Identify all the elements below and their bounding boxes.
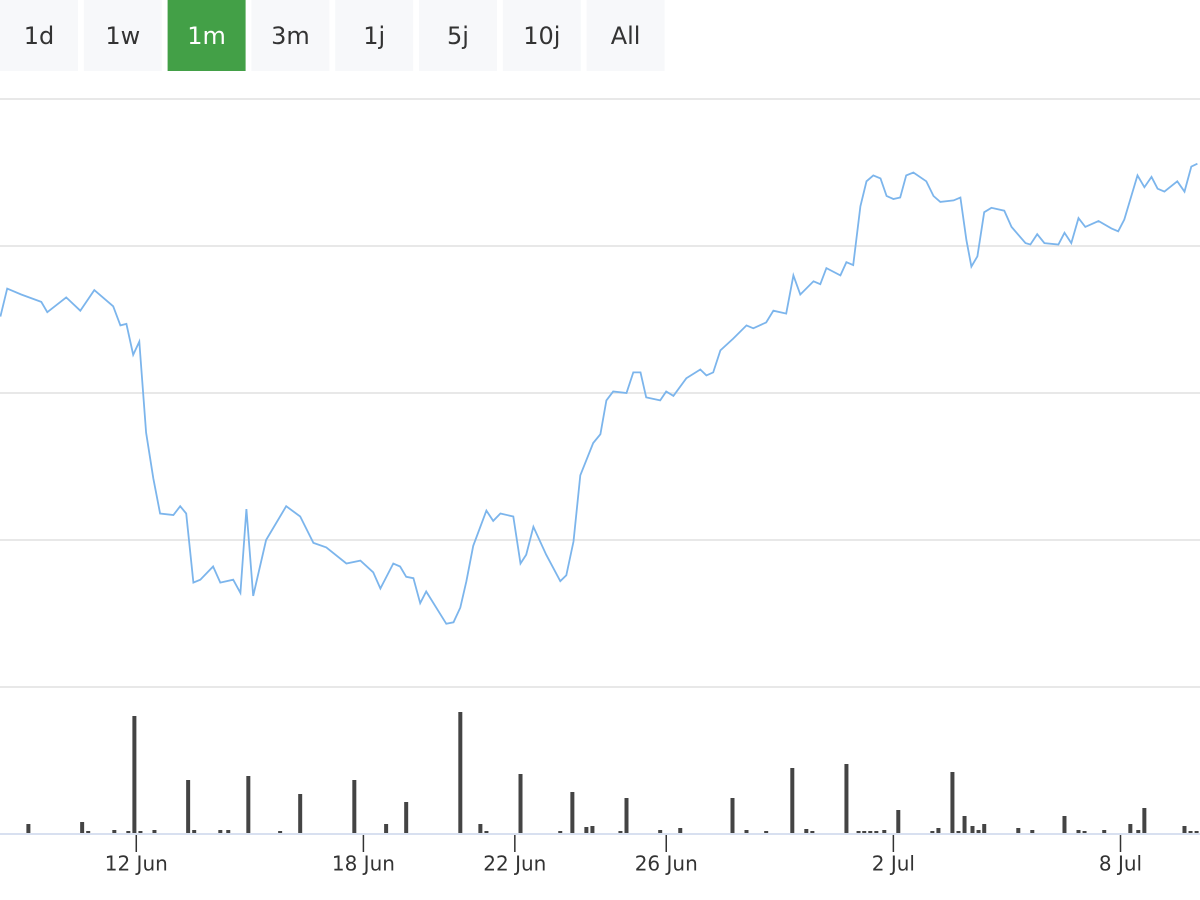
volume-bar bbox=[590, 826, 595, 833]
volume-bar bbox=[192, 830, 197, 833]
volume-bar bbox=[1128, 824, 1133, 833]
volume-bar bbox=[882, 830, 887, 833]
range-button-label[interactable]: All bbox=[611, 22, 641, 50]
volume-bar bbox=[1016, 828, 1021, 833]
x-tick-label: 2 Jul bbox=[872, 852, 915, 876]
volume-bar bbox=[658, 830, 663, 833]
range-button-label[interactable]: 5j bbox=[447, 22, 469, 50]
volume-bar bbox=[950, 772, 955, 833]
range-button[interactable] bbox=[0, 0, 78, 71]
volume-bar bbox=[484, 831, 489, 833]
volume-bar bbox=[478, 824, 483, 833]
volume-bar bbox=[624, 798, 629, 833]
volume-bar bbox=[112, 830, 117, 833]
volume-bar bbox=[862, 831, 867, 833]
volume-bar bbox=[132, 716, 137, 833]
volume-bar bbox=[86, 831, 91, 833]
x-tick-label: 22 Jun bbox=[483, 852, 546, 876]
volume-bar bbox=[976, 830, 981, 833]
volume-bar bbox=[518, 774, 523, 833]
volume-bar bbox=[868, 831, 873, 833]
volume-bar bbox=[956, 831, 961, 833]
volume-bar bbox=[1082, 831, 1087, 833]
volume-bar bbox=[844, 764, 849, 833]
volume-bar bbox=[804, 829, 809, 833]
volume-bar bbox=[152, 830, 157, 833]
range-button-label[interactable]: 10j bbox=[523, 22, 560, 50]
volume-bar bbox=[970, 826, 975, 833]
volume-bar bbox=[744, 830, 749, 833]
volume-bar bbox=[810, 831, 815, 833]
volume-bar bbox=[186, 780, 191, 833]
volume-bar bbox=[764, 831, 769, 833]
volume-bar bbox=[1062, 816, 1067, 833]
volume-bar bbox=[1188, 831, 1193, 833]
volume-bar bbox=[404, 802, 409, 833]
volume-bar bbox=[278, 831, 283, 833]
volume-bar bbox=[1136, 830, 1141, 833]
x-tick-label: 26 Jun bbox=[635, 852, 698, 876]
volume-bar bbox=[790, 768, 795, 833]
volume-bar bbox=[298, 794, 303, 833]
volume-bar bbox=[352, 780, 357, 833]
volume-bar bbox=[246, 776, 251, 833]
volume-bar bbox=[874, 831, 879, 833]
volume-bar bbox=[80, 822, 85, 833]
x-tick-label: 12 Jun bbox=[105, 852, 168, 876]
range-button[interactable] bbox=[83, 0, 162, 71]
volume-bar bbox=[570, 792, 575, 833]
volume-bar bbox=[1030, 830, 1035, 833]
range-button-label[interactable]: 3m bbox=[271, 22, 310, 50]
x-tick-label: 18 Jun bbox=[332, 852, 395, 876]
range-button-label[interactable]: 1w bbox=[105, 22, 140, 50]
volume-bar bbox=[126, 831, 131, 833]
volume-bar bbox=[678, 828, 683, 833]
volume-bar bbox=[26, 824, 31, 833]
volume-bar bbox=[962, 816, 967, 833]
volume-bar bbox=[1076, 830, 1081, 833]
volume-bar bbox=[1142, 808, 1147, 833]
volume-bar bbox=[458, 712, 463, 833]
volume-bar bbox=[1194, 831, 1199, 833]
volume-bar bbox=[226, 830, 231, 833]
range-button-label[interactable]: 1d bbox=[24, 22, 55, 50]
volume-bar bbox=[584, 827, 589, 833]
volume-bar bbox=[1102, 830, 1107, 833]
price-line bbox=[0, 162, 1198, 625]
range-button[interactable] bbox=[419, 0, 497, 71]
volume-bar bbox=[936, 828, 941, 833]
range-button[interactable] bbox=[502, 0, 581, 71]
volume-bar bbox=[730, 798, 735, 833]
volume-bar bbox=[930, 831, 935, 833]
x-tick-label: 8 Jul bbox=[1099, 852, 1142, 876]
volume-bar bbox=[138, 831, 143, 833]
volume-bar bbox=[558, 831, 563, 833]
volume-bar bbox=[618, 831, 623, 833]
volume-bar bbox=[218, 830, 223, 833]
volume-bar bbox=[384, 824, 389, 833]
range-button[interactable] bbox=[586, 0, 665, 71]
range-button[interactable] bbox=[335, 0, 414, 71]
volume-bar bbox=[982, 824, 987, 833]
volume-bar bbox=[856, 831, 861, 833]
range-button-label[interactable]: 1m bbox=[187, 22, 226, 50]
volume-bar bbox=[1182, 826, 1187, 833]
range-button[interactable] bbox=[167, 0, 246, 71]
range-button-label[interactable]: 1j bbox=[363, 22, 385, 50]
volume-bar bbox=[896, 810, 901, 833]
range-button[interactable] bbox=[251, 0, 330, 71]
